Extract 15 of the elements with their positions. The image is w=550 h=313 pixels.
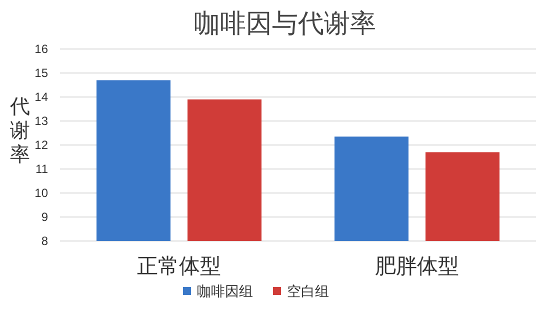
y-tick-label: 14 xyxy=(34,90,48,104)
chart-title: 咖啡因与代谢率 xyxy=(194,8,376,38)
legend-label: 咖啡因组 xyxy=(197,283,253,299)
x-tick-label: 肥胖体型 xyxy=(375,255,459,278)
y-axis-title: 代谢率 xyxy=(9,96,30,166)
y-tick-label: 11 xyxy=(36,162,48,176)
y-tick-label: 16 xyxy=(34,42,48,56)
x-tick-label: 正常体型 xyxy=(137,255,221,278)
y-tick-label: 13 xyxy=(34,114,48,128)
legend-label: 空白组 xyxy=(287,283,329,299)
y-tick-label: 15 xyxy=(34,66,48,80)
y-tick-label: 9 xyxy=(41,210,48,224)
y-tick-label: 12 xyxy=(34,138,48,152)
y-tick-label: 10 xyxy=(34,186,48,200)
y-tick-label: 8 xyxy=(41,234,48,248)
